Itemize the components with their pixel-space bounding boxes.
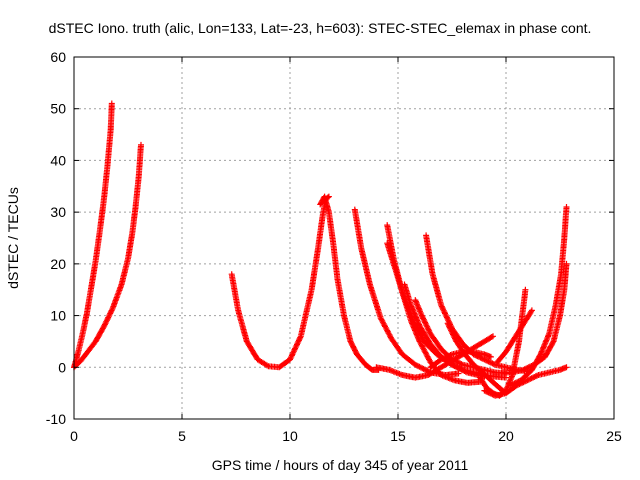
data-marks <box>71 100 570 399</box>
plus-markers <box>384 240 484 386</box>
plot-frame <box>73 56 615 420</box>
plus-markers <box>507 204 570 389</box>
series-arc-17 <box>507 204 570 389</box>
y-tick-label: 60 <box>50 49 66 65</box>
plus-markers <box>498 260 570 376</box>
series-arc-13 <box>427 348 494 371</box>
x-tick-label: 5 <box>178 428 186 444</box>
y-tick-label: 20 <box>50 256 66 272</box>
plus-markers <box>494 307 535 366</box>
y-tick-label: 0 <box>58 359 66 375</box>
series-arc-7 <box>384 240 484 386</box>
series-arc-5 <box>351 206 462 378</box>
x-tick-label: 25 <box>606 428 622 444</box>
series-arc-15 <box>481 364 570 399</box>
plus-markers <box>351 206 462 378</box>
y-tick-label: 50 <box>50 101 66 117</box>
x-axis-label: GPS time / hours of day 345 of year 2011 <box>212 457 469 473</box>
y-tick-label: -10 <box>46 411 66 427</box>
x-tick-label: 15 <box>390 428 406 444</box>
x-tick-label: 20 <box>498 428 514 444</box>
plus-markers <box>71 100 115 371</box>
y-tick-label: 30 <box>50 204 66 220</box>
x-tick-label: 0 <box>70 428 78 444</box>
plus-markers <box>317 193 382 373</box>
series-arc-4 <box>317 193 382 373</box>
plus-markers <box>228 193 332 371</box>
chart-title: dSTEC Iono. truth (alic, Lon=133, Lat=-2… <box>49 20 592 36</box>
plus-markers <box>481 364 570 399</box>
series-arc-16 <box>498 260 570 376</box>
series-arc-3 <box>228 193 332 371</box>
y-axis-label: dSTEC / TECUs <box>5 187 21 289</box>
series-arc-1 <box>71 100 115 371</box>
x-tick-label: 10 <box>282 428 298 444</box>
y-tick-label: 10 <box>50 308 66 324</box>
y-tick-label: 40 <box>50 152 66 168</box>
plus-markers <box>427 348 494 371</box>
series-arc-18 <box>494 307 535 366</box>
